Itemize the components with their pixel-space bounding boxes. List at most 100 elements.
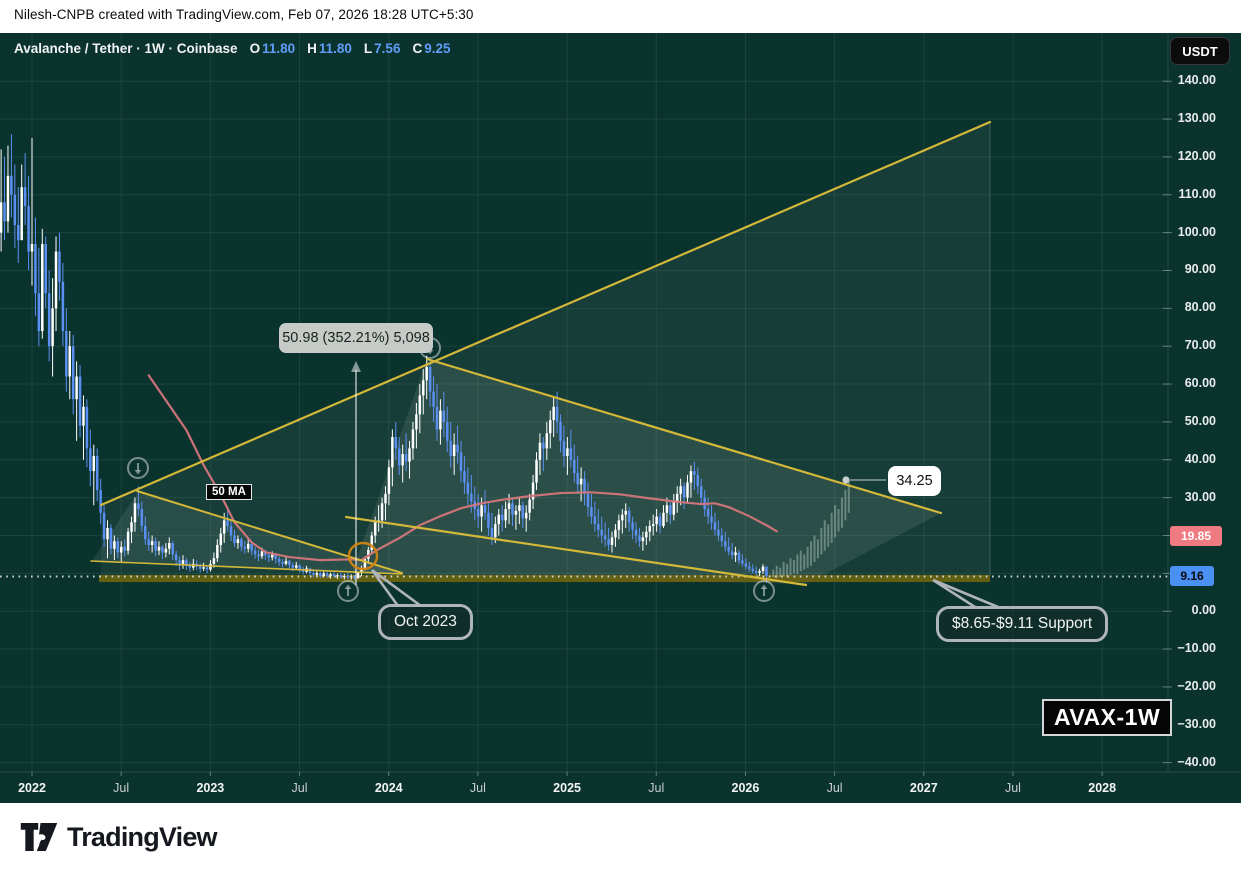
candle-body: [6, 175, 10, 222]
candle-body: [487, 512, 490, 528]
candle-body: [573, 459, 576, 474]
candle-body: [246, 543, 250, 549]
trendline-big-wedge-lower[interactable]: [344, 515, 808, 587]
up-arrow-icon[interactable]: [753, 580, 775, 602]
ma-price-badge: 19.85: [1170, 526, 1222, 546]
currency-button[interactable]: USDT: [1170, 37, 1230, 65]
candle-body: [284, 560, 288, 564]
candle-body: [78, 376, 82, 426]
time-axis[interactable]: 2022 Jul 2023 Jul 2024 Jul 2025 Jul 2026 Jul 2027 J…: [0, 772, 1241, 803]
down-arrow-icon[interactable]: [127, 457, 149, 479]
target-price-label[interactable]: 34.25: [888, 466, 941, 496]
candle-body: [154, 541, 157, 551]
attribution-bar: Nilesh-CNPB created with TradingView.com…: [0, 0, 1241, 33]
symbol-title: Avalanche / Tether · 1W · Coinbase: [14, 41, 238, 56]
price-chart-canvas[interactable]: [0, 33, 1241, 803]
price-tick-label: 80.00: [1184, 300, 1216, 315]
candle-body: [106, 527, 109, 540]
candle-body: [765, 566, 768, 577]
support-zone-band[interactable]: [99, 575, 990, 582]
candle-body: [559, 421, 562, 441]
oct-2023-callout[interactable]: Oct 2023: [378, 604, 473, 640]
trendline-small-wedge-upper[interactable]: [136, 490, 403, 574]
candle-body: [449, 440, 452, 456]
callout-tail[interactable]: [932, 578, 999, 609]
candle-body: [281, 561, 284, 564]
candle-body: [360, 567, 363, 573]
candle-body: [432, 391, 435, 407]
support-zone-callout[interactable]: $8.65-$9.11 Support: [936, 606, 1109, 642]
candle-body: [387, 467, 391, 494]
candle-body: [401, 454, 404, 466]
candle-body: [144, 526, 147, 540]
candle-body: [737, 552, 741, 561]
candle-body: [205, 567, 209, 570]
candle-body: [751, 568, 754, 572]
candle-body: [130, 522, 133, 532]
candle-body: [713, 522, 717, 530]
candle-body: [576, 473, 579, 485]
target-dot[interactable]: [842, 476, 850, 484]
last-price-badge: 9.16: [1170, 566, 1214, 586]
candle-body: [219, 533, 223, 545]
candle-body: [68, 346, 72, 377]
candle-body: [3, 202, 6, 222]
trendline-big-wedge-upper[interactable]: [425, 357, 943, 515]
candle-body: [717, 529, 720, 536]
ohlc-high: H 11.80: [307, 41, 352, 56]
candle-body: [662, 512, 665, 527]
price-tick-label: 0.00: [1191, 603, 1216, 618]
candle-body: [607, 539, 610, 545]
candle-body: [528, 499, 531, 513]
ohlc-close: C 9.25: [412, 41, 451, 56]
candle-body: [761, 566, 765, 572]
pattern-shade[interactable]: [101, 122, 990, 576]
candle-body: [260, 551, 264, 557]
trendline-small-wedge-lower[interactable]: [90, 560, 403, 575]
candle-body: [250, 543, 253, 551]
candle-body: [614, 529, 617, 538]
candle-body: [171, 543, 174, 555]
candle-body: [198, 566, 202, 569]
ma-label[interactable]: 50 MA: [206, 484, 252, 500]
price-tick-label: 30.00: [1184, 489, 1216, 504]
price-axis[interactable]: 140.00 130.00 120.00 110.00 100.00 90.00 80.00…: [1168, 33, 1241, 772]
candle-body: [651, 524, 655, 527]
candle-body: [497, 514, 501, 525]
tradingview-logo-text: TradingView: [67, 821, 218, 852]
measure-label[interactable]: 50.98 (352.21%) 5,098: [279, 323, 433, 353]
candle-body: [470, 493, 473, 502]
candle-body: [483, 505, 487, 513]
candle-body: [95, 455, 99, 491]
candle-body: [617, 520, 621, 530]
candle-body: [538, 442, 542, 460]
candle-body: [188, 565, 192, 568]
tradingview-logo[interactable]: TradingView: [20, 820, 218, 854]
candle-body: [490, 527, 494, 538]
candle-body: [459, 452, 463, 472]
callout-tail[interactable]: [932, 578, 976, 609]
candle-body: [119, 546, 123, 553]
symbol-watermark[interactable]: AVAX-1W: [1042, 699, 1173, 736]
time-tick-label: Jul: [826, 781, 843, 795]
up-arrow-icon[interactable]: [337, 580, 359, 602]
candle-body: [507, 503, 511, 509]
callout-tail[interactable]: [370, 569, 400, 607]
trendline-rising-resistance[interactable]: [99, 120, 992, 507]
candle-body: [384, 493, 387, 504]
candle-body: [421, 380, 425, 396]
chart-area[interactable]: Avalanche / Tether · 1W · Coinbase O 11.80…: [0, 33, 1241, 803]
callout-tail[interactable]: [371, 568, 422, 608]
ma-line[interactable]: [147, 374, 778, 562]
candle-body: [319, 572, 322, 576]
candle-body: [566, 448, 569, 456]
candle-body: [500, 514, 504, 521]
candle-body: [10, 175, 13, 195]
candle-body: [621, 514, 624, 521]
candle-body: [264, 551, 267, 556]
measure-arrow-head: [351, 361, 361, 372]
breakout-highlight-circle[interactable]: [347, 541, 379, 571]
candle-body: [44, 243, 47, 294]
candle-body: [634, 529, 638, 536]
price-tick-label: 120.00: [1177, 148, 1216, 163]
